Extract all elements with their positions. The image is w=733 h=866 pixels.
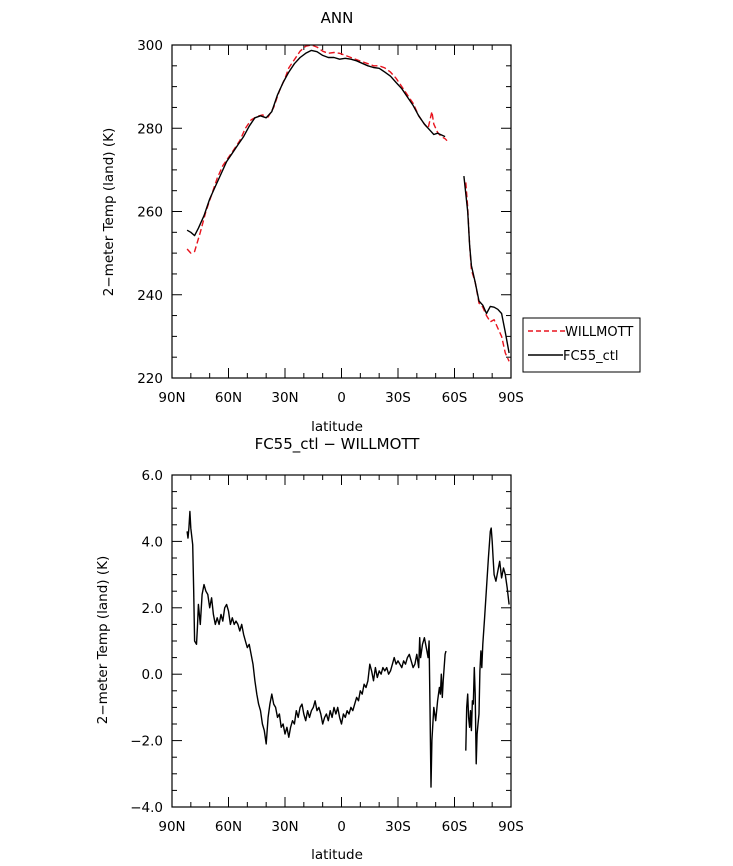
fc55-ctl-line-segment-1 xyxy=(186,49,446,237)
y-tick-label: 4.0 xyxy=(142,534,163,550)
x-tick-label: 60N xyxy=(215,390,242,406)
x-tick-label: 60S xyxy=(442,390,468,406)
x-axis-label: latitude xyxy=(311,419,363,435)
legend-box xyxy=(522,317,641,373)
difference-line-segment-1 xyxy=(186,510,447,788)
chart-title: ANN xyxy=(321,9,354,27)
x-tick-label: 60N xyxy=(215,819,242,835)
y-tick-labels: 300 280 260 240 220 xyxy=(137,38,163,387)
y-axis-label: 2−meter Temp (land) (K) xyxy=(95,556,111,724)
y-tick-label: −4.0 xyxy=(130,800,163,816)
y-tick-label: 240 xyxy=(137,288,163,304)
x-tick-labels: 90N 60N 30N 0 30S 60S 90S xyxy=(158,390,524,406)
chart-difference: FC55_ctl − WILLMOTT 2−meter Temp (land) … xyxy=(95,435,524,863)
x-tick-label: 0 xyxy=(337,819,346,835)
x-tick-label: 30N xyxy=(271,390,298,406)
y-tick-label: 220 xyxy=(137,371,163,387)
x-tick-label: 90S xyxy=(498,390,524,406)
plot-frame xyxy=(171,44,512,379)
y-axis-label-group: 2−meter Temp (land) (K) xyxy=(101,128,117,296)
y-tick-label: 260 xyxy=(137,205,163,221)
legend-label-fc55-ctl: FC55_ctl xyxy=(563,349,618,364)
x-tick-label: 90N xyxy=(158,819,185,835)
y-tick-label: 6.0 xyxy=(142,468,163,484)
y-axis-label-group: 2−meter Temp (land) (K) xyxy=(95,556,111,724)
x-tick-label: 30N xyxy=(271,819,298,835)
chart-annual-temperature: ANN 2−meter Temp (land) (K) latitude 300… xyxy=(101,9,641,435)
x-tick-label: 30S xyxy=(385,819,411,835)
x-tick-label: 90S xyxy=(498,819,524,835)
tick-marks xyxy=(171,474,512,808)
y-tick-label: 0.0 xyxy=(142,667,163,683)
chart-title: FC55_ctl − WILLMOTT xyxy=(255,435,421,454)
y-axis-label: 2−meter Temp (land) (K) xyxy=(101,128,117,296)
series-lines xyxy=(186,510,510,788)
x-tick-label: 90N xyxy=(158,390,185,406)
legend-label-willmott: WILLMOTT xyxy=(565,325,633,340)
willmott-line-segment-1 xyxy=(186,44,448,254)
tick-marks xyxy=(171,44,512,379)
y-tick-labels: 6.0 4.0 2.0 0.0 −2.0 −4.0 xyxy=(130,468,163,816)
fc55-ctl-line-segment-2 xyxy=(463,176,510,354)
legend: WILLMOTT FC55_ctl xyxy=(522,317,641,373)
y-tick-label: 300 xyxy=(137,38,163,54)
y-tick-label: −2.0 xyxy=(130,734,163,750)
y-tick-label: 2.0 xyxy=(142,601,163,617)
x-axis-label: latitude xyxy=(311,847,363,863)
x-tick-label: 30S xyxy=(385,390,411,406)
plot-frame xyxy=(171,474,512,808)
series-lines xyxy=(186,44,510,362)
x-tick-labels: 90N 60N 30N 0 30S 60S 90S xyxy=(158,819,524,835)
y-tick-label: 280 xyxy=(137,121,163,137)
difference-line-segment-2 xyxy=(465,527,510,765)
x-tick-label: 60S xyxy=(442,819,468,835)
x-tick-label: 0 xyxy=(337,390,346,406)
